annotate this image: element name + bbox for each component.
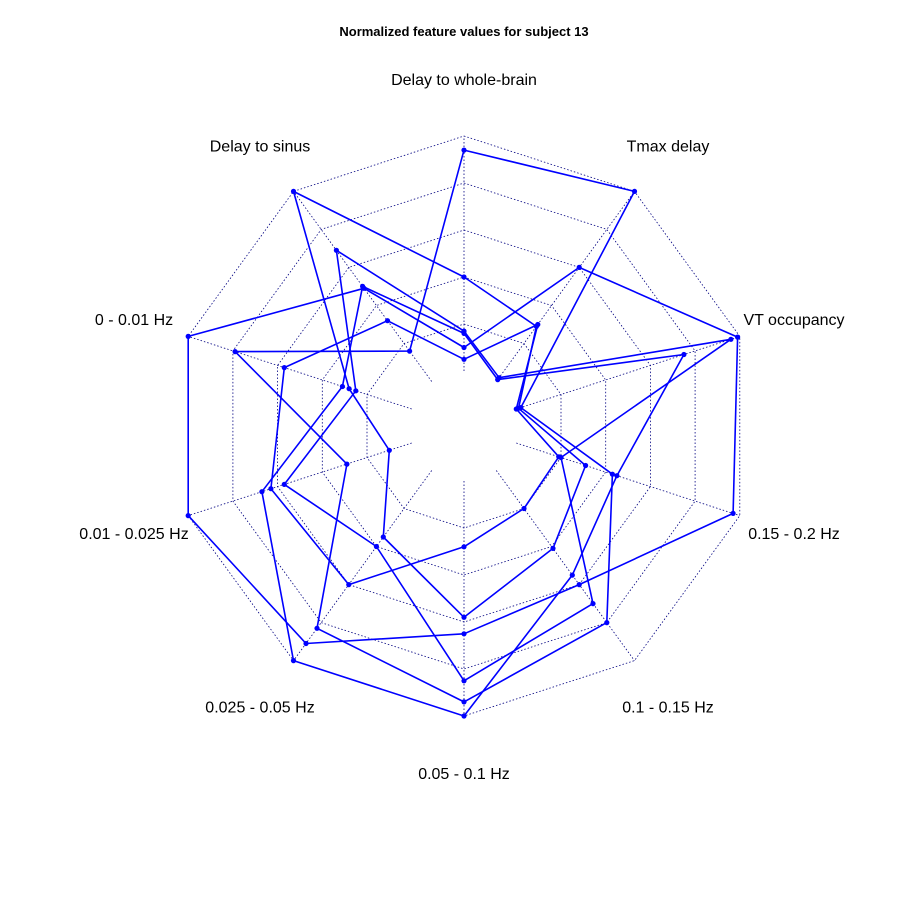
axis-label-1: Delay to whole-brain xyxy=(391,72,537,89)
series-4-point-3 xyxy=(728,336,734,342)
axis-label-10: Delay to sinus xyxy=(210,138,311,155)
axis-label-4: 0.15 - 0.2 Hz xyxy=(748,526,840,543)
series-1-point-3 xyxy=(735,334,741,340)
series-2-point-5 xyxy=(550,545,556,552)
series-5-point-7 xyxy=(290,658,297,664)
series-4-point-5 xyxy=(590,601,596,607)
radar-series-group xyxy=(185,147,741,719)
series-6-point-2 xyxy=(535,321,541,328)
series-5-point-1 xyxy=(461,330,467,336)
series-6-point-1 xyxy=(461,356,467,362)
series-1-point-4 xyxy=(730,510,736,516)
series-4-point-6 xyxy=(461,678,467,684)
series-1-point-8 xyxy=(185,513,191,519)
series-4-point-7 xyxy=(373,543,379,550)
chart-title: Normalized feature values for subject 13 xyxy=(339,24,588,39)
series-3-point-6 xyxy=(461,699,467,705)
series-5-point-8 xyxy=(259,489,265,495)
series-5-point-6 xyxy=(461,713,467,719)
series-2-point-4 xyxy=(583,462,589,469)
series-line-3 xyxy=(234,149,636,703)
series-6-point-7 xyxy=(346,582,352,588)
grid-spoke-3 xyxy=(516,336,740,410)
series-line-6 xyxy=(270,319,560,586)
axis-label-6: 0.05 - 0.1 Hz xyxy=(418,766,510,783)
series-1-point-5 xyxy=(576,582,582,588)
series-1-point-6 xyxy=(461,631,467,637)
axis-label-7: 0.025 - 0.05 Hz xyxy=(205,700,314,717)
series-2-point-8 xyxy=(386,447,392,453)
grid-spoke-8 xyxy=(188,442,412,516)
series-3-point-8 xyxy=(344,461,350,467)
grid-ring-3 xyxy=(277,229,651,623)
grid-spoke-4 xyxy=(516,442,740,516)
grid-spoke-5 xyxy=(496,470,635,661)
axis-label-3: VT occupancy xyxy=(743,312,844,329)
series-5-point-5 xyxy=(569,572,575,578)
series-4-point-10 xyxy=(333,247,339,253)
series-2-point-6 xyxy=(461,614,467,620)
series-5-point-2 xyxy=(495,377,501,383)
series-5-point-10 xyxy=(360,283,366,289)
grid-spoke-9 xyxy=(188,336,412,410)
series-1-point-7 xyxy=(303,640,309,647)
series-3-point-1 xyxy=(461,147,467,153)
axis-label-9: 0 - 0.01 Hz xyxy=(95,312,173,329)
series-3-point-5 xyxy=(604,620,610,626)
series-5-point-3 xyxy=(681,351,687,358)
series-1-point-1 xyxy=(461,344,467,351)
series-4-point-8 xyxy=(281,481,287,487)
series-3-point-7 xyxy=(314,625,320,631)
series-6-point-6 xyxy=(461,544,467,550)
series-6-point-3 xyxy=(513,406,519,412)
series-1-point-2 xyxy=(576,264,582,270)
series-4-point-9 xyxy=(353,388,359,394)
series-6-point-4 xyxy=(556,454,562,460)
series-line-4 xyxy=(283,249,732,682)
series-6-point-9 xyxy=(281,365,287,371)
series-2-point-7 xyxy=(380,534,386,540)
series-6-point-8 xyxy=(268,486,274,492)
series-5-point-4 xyxy=(614,473,620,479)
axis-labels: Delay to whole-brain Tmax delay VT occupan… xyxy=(79,72,844,783)
series-6-point-10 xyxy=(384,318,391,324)
grid-ring-4 xyxy=(232,182,696,670)
axis-label-2: Tmax delay xyxy=(627,138,710,155)
axis-label-8: 0.01 - 0.025 Hz xyxy=(79,526,188,543)
series-3-point-3 xyxy=(518,405,524,411)
series-3-point-9 xyxy=(232,349,238,355)
series-6-point-5 xyxy=(521,505,527,512)
series-1-point-9 xyxy=(185,333,191,339)
series-line-1 xyxy=(187,266,739,645)
series-2-point-10 xyxy=(290,188,297,194)
series-3-point-10 xyxy=(407,348,413,354)
series-3-point-2 xyxy=(631,188,638,194)
radar-grid xyxy=(187,135,741,717)
series-2-point-1 xyxy=(461,274,467,280)
series-3-point-4 xyxy=(609,471,616,477)
series-2-point-9 xyxy=(346,386,352,392)
axis-label-5: 0.1 - 0.15 Hz xyxy=(622,700,714,717)
grid-spoke-2 xyxy=(496,191,635,382)
grid-spoke-7 xyxy=(293,470,432,661)
series-5-point-9 xyxy=(339,383,345,390)
